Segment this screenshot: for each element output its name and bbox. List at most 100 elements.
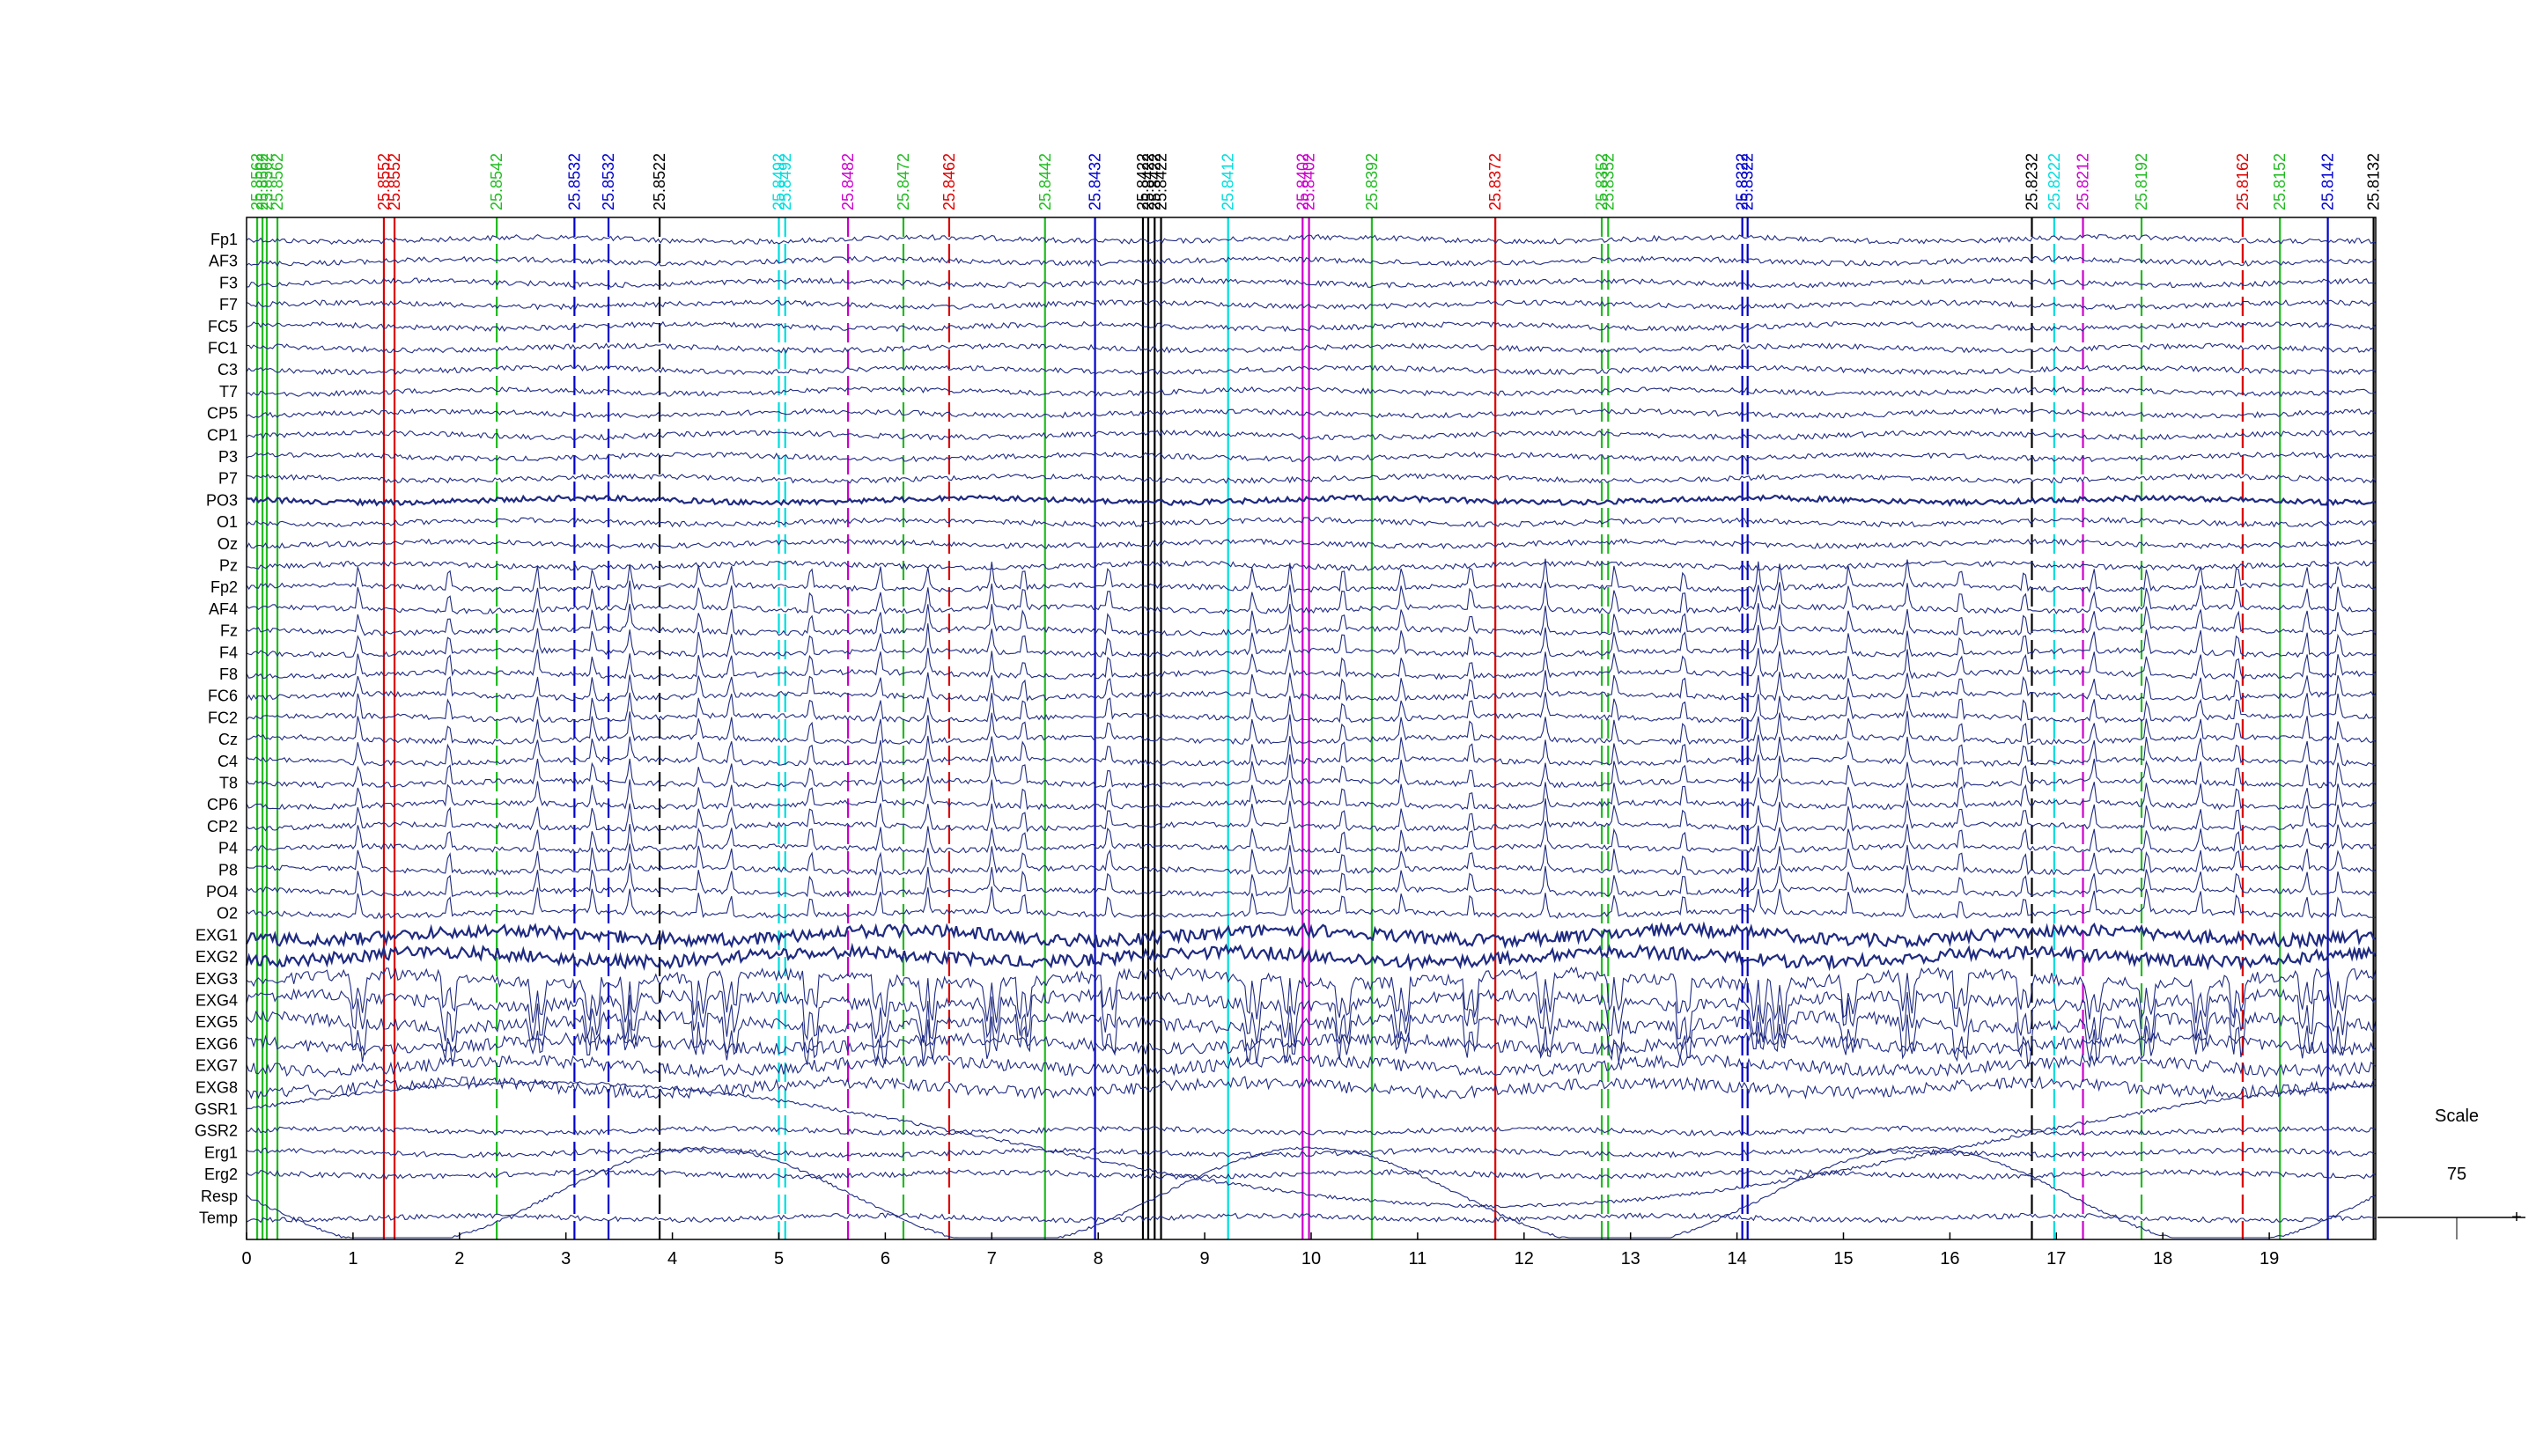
eeg-trace <box>246 966 2377 1024</box>
eeg-traces <box>245 233 2377 1239</box>
eeg-trace <box>246 429 2377 441</box>
eeg-trace <box>246 692 2377 724</box>
eeg-trace <box>246 776 2377 811</box>
eeg-trace <box>246 603 2377 636</box>
x-tick-label: 1 <box>348 1249 358 1268</box>
x-tick-label: 10 <box>1301 1249 1321 1268</box>
eeg-trace <box>246 754 2377 790</box>
channel-label: P3 <box>218 448 238 466</box>
channel-label: Cz <box>218 731 238 748</box>
event-label: 25.8402 <box>1301 153 1318 210</box>
channel-label: O1 <box>217 513 238 531</box>
event-label: 25.8562 <box>254 153 271 210</box>
eeg-trace <box>246 1080 2377 1209</box>
event-label: 25.8462 <box>940 153 958 210</box>
channel-label: Oz <box>217 535 238 553</box>
eeg-trace <box>246 516 2377 528</box>
x-axis: 0 1 2 3 4 5 6 7 8 9 10 11 12 13 14 15 16 17 18 19 <box>241 1232 2279 1268</box>
channel-label: EXG5 <box>195 1013 238 1031</box>
channel-label: T8 <box>219 775 238 792</box>
x-tick-label: 13 <box>1621 1249 1640 1268</box>
event-label: 25.8222 <box>2046 153 2063 210</box>
eeg-trace <box>246 451 2377 463</box>
eeg-trace <box>246 255 2377 267</box>
channel-label: Fp1 <box>210 231 238 248</box>
x-tick-label: 2 <box>454 1249 464 1268</box>
eeg-trace <box>246 670 2377 702</box>
channel-label: Pz <box>219 557 238 575</box>
channel-label: EXG2 <box>195 948 238 966</box>
eeg-trace <box>246 276 2377 289</box>
eeg-trace <box>246 1053 2377 1078</box>
event-label: 25.8492 <box>770 153 788 210</box>
channel-label: FC6 <box>208 688 238 705</box>
event-label: 25.8492 <box>777 153 794 210</box>
x-tick-label: 7 <box>987 1249 997 1268</box>
eeg-trace <box>246 364 2377 376</box>
eeg-trace <box>245 942 2377 972</box>
event-label: 25.8402 <box>1294 153 1311 210</box>
event-label: 25.8552 <box>375 153 393 210</box>
eeg-trace <box>246 386 2377 398</box>
eeg-trace <box>246 538 2377 550</box>
channel-label: CP1 <box>207 426 238 444</box>
channel-label: Erg1 <box>204 1143 238 1161</box>
channel-label: C3 <box>217 361 238 379</box>
eeg-trace <box>246 843 2377 877</box>
event-label: 25.8192 <box>2133 153 2150 210</box>
channel-label: GSR1 <box>195 1100 238 1118</box>
x-tick-label: 12 <box>1515 1249 1534 1268</box>
event-label: 25.8422 <box>1134 153 1152 210</box>
event-label: 25.8322 <box>1734 153 1751 210</box>
eeg-trace <box>246 494 2377 508</box>
eeg-trace <box>246 1168 2377 1180</box>
event-label: 25.8422 <box>1139 153 1157 210</box>
plot-frame <box>246 217 2377 1240</box>
channel-label: EXG1 <box>195 926 238 944</box>
eeg-trace <box>246 921 2376 950</box>
x-tick-label: 8 <box>1094 1249 1103 1268</box>
channel-label: C4 <box>217 753 238 770</box>
event-label: 25.8542 <box>488 153 505 210</box>
event-label: 25.8422 <box>1146 153 1163 210</box>
eeg-trace <box>246 1146 2377 1239</box>
event-label: 25.8412 <box>1220 153 1237 210</box>
channel-label: CP2 <box>207 818 238 835</box>
x-tick-label: 15 <box>1833 1249 1853 1268</box>
eeg-trace <box>246 580 2377 615</box>
x-tick-label: 4 <box>667 1249 677 1268</box>
eeg-trace <box>246 1125 2377 1136</box>
scale-plus-icon: + <box>2511 1208 2522 1227</box>
event-label: 25.8212 <box>2075 153 2092 210</box>
channel-label: Erg2 <box>204 1166 238 1183</box>
channel-label: F3 <box>219 274 238 291</box>
event-label: 25.8152 <box>2271 153 2289 210</box>
eeg-trace <box>246 1212 2377 1224</box>
channel-label: FC1 <box>208 340 238 357</box>
event-label: 25.8132 <box>2365 153 2383 210</box>
x-tick-label: 9 <box>1200 1249 1210 1268</box>
channel-label: F7 <box>219 296 238 313</box>
x-tick-label: 19 <box>2260 1249 2279 1268</box>
channel-label: EXG7 <box>195 1057 238 1075</box>
x-tick-label: 18 <box>2153 1249 2172 1268</box>
eeg-trace <box>246 710 2377 746</box>
event-label: 25.8442 <box>1036 153 1054 210</box>
channel-label: FC2 <box>208 709 238 726</box>
eeg-trace <box>246 558 2377 593</box>
event-label: 25.8562 <box>269 153 286 210</box>
event-label: 25.8432 <box>1087 153 1104 210</box>
event-label: 25.8552 <box>386 153 403 210</box>
channel-label: CP6 <box>207 796 238 813</box>
event-label: 25.8522 <box>651 153 668 210</box>
scale-widget: Scale 75 + <box>2378 1107 2525 1239</box>
eeg-trace <box>246 299 2377 311</box>
scale-label: Scale <box>2435 1107 2479 1126</box>
event-label: 25.8322 <box>1739 153 1757 210</box>
eeg-trace <box>246 647 2377 680</box>
event-label: 25.8472 <box>895 153 912 210</box>
event-label: 25.8562 <box>258 153 276 210</box>
channel-label: FC5 <box>208 318 238 335</box>
x-tick-label: 16 <box>1940 1249 1959 1268</box>
